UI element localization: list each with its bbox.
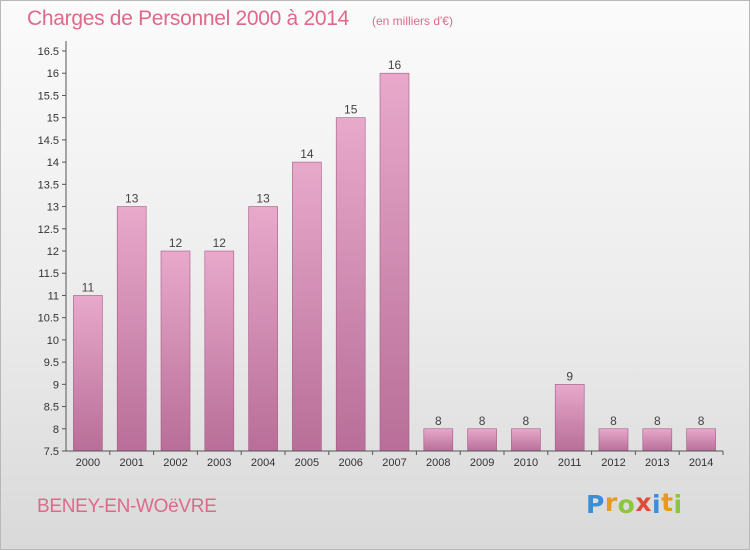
y-tick-label: 9.5 bbox=[44, 357, 59, 369]
bar-value-label: 15 bbox=[344, 103, 358, 117]
x-tick-label: 2000 bbox=[76, 457, 100, 469]
x-tick-label: 2013 bbox=[645, 457, 669, 469]
logo-letter: x bbox=[635, 488, 652, 517]
y-tick-label: 7.5 bbox=[44, 446, 59, 458]
x-tick-label: 2008 bbox=[426, 457, 450, 469]
bar-value-label: 13 bbox=[125, 192, 139, 206]
x-tick-label: 2014 bbox=[689, 457, 713, 469]
bars: 11 13 12 12 13 14 15 16 8 8 8 9 8 8 8 bbox=[73, 58, 716, 452]
y-tick-label: 16 bbox=[47, 68, 59, 80]
y-tick-label: 13.5 bbox=[38, 179, 59, 191]
x-tick-label: 2011 bbox=[558, 457, 582, 469]
y-tick-label: 14.5 bbox=[38, 135, 59, 147]
logo-letter: i bbox=[673, 490, 683, 519]
logo-letter: i bbox=[652, 490, 662, 519]
place-name: BENEY-EN-WOëVRE bbox=[37, 496, 217, 517]
bar-value-label: 14 bbox=[300, 147, 314, 161]
y-tick-label: 9 bbox=[53, 379, 59, 391]
x-tick-label: 2003 bbox=[207, 457, 231, 469]
y-tick-label: 16.5 bbox=[38, 46, 59, 58]
x-tick-label: 2005 bbox=[295, 457, 319, 469]
proxiti-logo: Proxiti bbox=[586, 488, 683, 519]
logo-letter: o bbox=[617, 490, 636, 519]
y-tick-label: 15.5 bbox=[38, 90, 59, 102]
chart-subtitle: (en milliers d'€) bbox=[372, 14, 453, 28]
x-tick-label: 2001 bbox=[119, 457, 143, 469]
x-tick-label: 2009 bbox=[470, 457, 494, 469]
y-axis: 7.5 8 8.5 9 9.5 10 10.5 11 11.5 12 12.5 13 13.5 14 14.… bbox=[38, 41, 67, 458]
y-tick-label: 10.5 bbox=[38, 313, 59, 325]
bar bbox=[204, 250, 235, 452]
y-tick-label: 12.5 bbox=[38, 224, 59, 236]
bar-value-label: 8 bbox=[654, 414, 661, 428]
bar-value-label: 12 bbox=[169, 236, 183, 250]
bar-value-label: 13 bbox=[256, 192, 270, 206]
bar-value-label: 9 bbox=[566, 369, 573, 383]
bar-value-label: 8 bbox=[610, 414, 617, 428]
bar bbox=[423, 428, 454, 452]
logo-letter: r bbox=[604, 488, 618, 517]
y-tick-label: 11 bbox=[48, 290, 59, 302]
x-tick-label: 2006 bbox=[338, 457, 362, 469]
bar bbox=[379, 72, 410, 452]
y-tick-label: 13 bbox=[47, 202, 59, 214]
bar-value-label: 11 bbox=[82, 280, 95, 294]
bar bbox=[467, 428, 497, 452]
x-tick-label: 2002 bbox=[163, 457, 187, 469]
bar bbox=[511, 428, 541, 452]
x-tick-label: 2012 bbox=[601, 457, 625, 469]
bar bbox=[686, 428, 716, 452]
bar bbox=[335, 117, 366, 452]
bar bbox=[598, 428, 629, 452]
bar-value-label: 8 bbox=[479, 414, 486, 428]
y-tick-label: 11.5 bbox=[38, 268, 59, 280]
x-tick-label: 2010 bbox=[514, 457, 538, 469]
bar-value-label: 8 bbox=[523, 414, 530, 428]
bar bbox=[160, 250, 191, 452]
bar bbox=[642, 428, 673, 452]
logo-letter: t bbox=[661, 488, 674, 517]
y-tick-label: 15 bbox=[47, 113, 59, 125]
y-tick-label: 10 bbox=[47, 335, 59, 347]
x-tick-label: 2004 bbox=[251, 457, 275, 469]
y-tick-label: 8.5 bbox=[44, 402, 59, 414]
bar bbox=[554, 384, 585, 452]
y-tick-label: 12 bbox=[47, 246, 59, 258]
bar-value-label: 16 bbox=[388, 58, 402, 72]
bar bbox=[73, 295, 103, 452]
bar bbox=[248, 206, 278, 452]
x-axis: 2000 2001 2002 2003 2004 2005 2006 2007 2008 2009… bbox=[66, 450, 724, 469]
y-tick-label: 14 bbox=[47, 157, 59, 169]
bar bbox=[116, 206, 147, 452]
logo-letter: P bbox=[586, 490, 605, 519]
bar-value-label: 12 bbox=[213, 236, 227, 250]
bar bbox=[292, 161, 322, 452]
x-tick-label: 2007 bbox=[382, 457, 406, 469]
bar-value-label: 8 bbox=[435, 414, 442, 428]
bar-value-label: 8 bbox=[698, 414, 705, 428]
chart-title: Charges de Personnel 2000 à 2014 bbox=[27, 7, 349, 30]
y-tick-label: 8 bbox=[53, 424, 59, 436]
